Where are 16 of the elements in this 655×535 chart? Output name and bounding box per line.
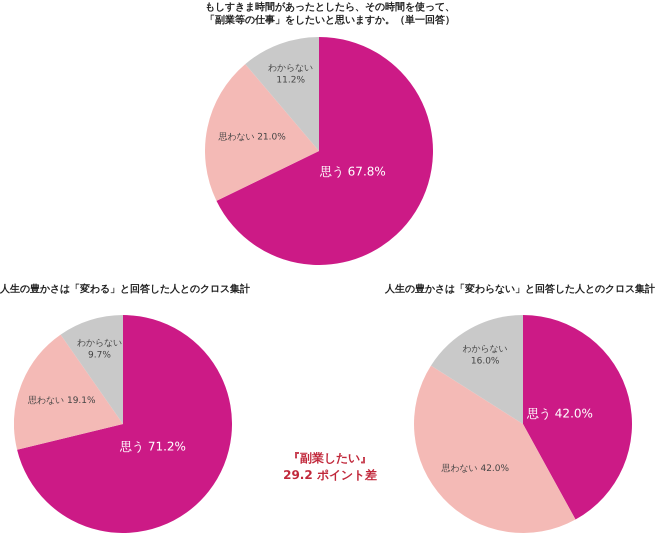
data-label: 9.7%	[88, 350, 112, 360]
data-label: 16.0%	[470, 356, 500, 367]
slice-label: 思わない 42.0%	[440, 463, 510, 474]
slice-label: 思う 42.0%	[526, 406, 593, 421]
slice-label: 思う 71.2%	[119, 440, 186, 454]
chart-title: 人生の豊かさは「変わらない」と回答した人とのクロス集計	[384, 283, 655, 296]
slice-label: 思う 67.8%	[318, 164, 386, 178]
slice-label: わからない	[462, 344, 508, 355]
slice-label: 思わない 19.1%	[27, 395, 96, 406]
text: 『副業したい』 29.2 ポイント差	[282, 450, 378, 484]
chart-title: もしすきま時間があったとしたら、その時間を使って、「副業等の仕事」をしたいと思いますか。（単一回答）	[204, 1, 456, 27]
slice-label: わからない	[268, 63, 314, 74]
slice-label: わからない	[76, 338, 122, 348]
chart-title: 人生の豊かさは「変わる」と回答した人とのクロス集計	[0, 283, 251, 296]
slice-label: 思わない 21.0%	[217, 131, 286, 142]
data-label: 11.2%	[276, 75, 306, 86]
